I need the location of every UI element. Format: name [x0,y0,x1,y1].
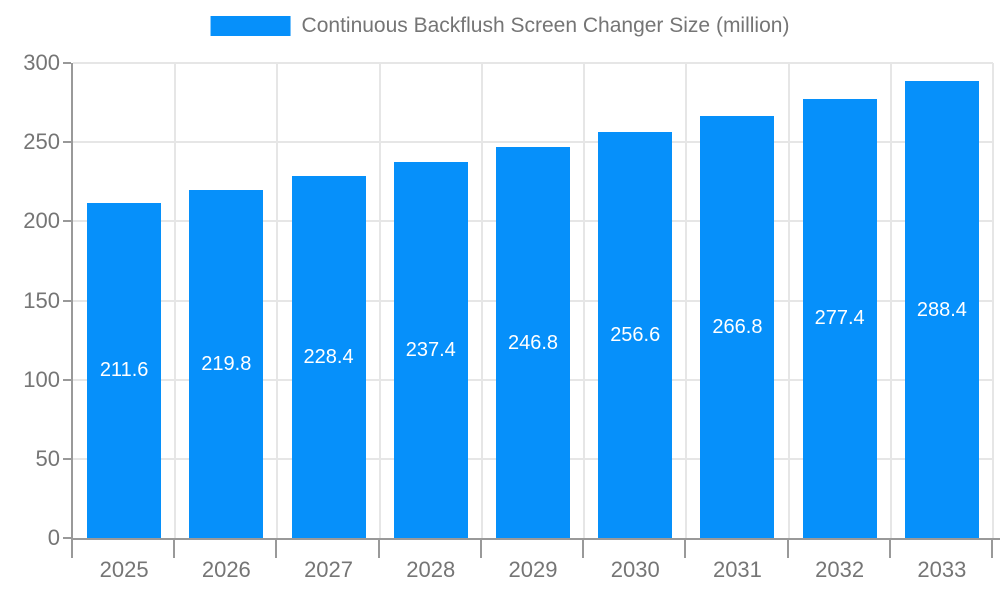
x-axis-label: 2028 [406,557,456,582]
legend-swatch-icon [210,16,291,36]
v-gridline [276,63,279,538]
v-gridline [889,63,892,538]
y-axis-tick [63,299,71,302]
x-axis-tick [991,540,993,558]
bar-2026[interactable] [189,189,264,538]
bar-value-label: 288.4 [916,298,967,321]
bar-value-label: 211.6 [99,359,149,382]
x-axis-tick [479,540,482,558]
v-gridline [685,63,688,538]
x-axis-tick [71,540,73,558]
bar-value-label: 219.8 [201,352,252,375]
y-axis-tick [63,457,71,460]
y-axis-tick [63,378,71,381]
y-axis-label: 100 [23,366,60,392]
bar-2033[interactable] [904,81,979,538]
x-axis-label: 2027 [304,557,354,582]
v-gridline [480,63,483,538]
x-axis-tick [275,540,278,558]
bar-value-label: 246.8 [507,331,559,354]
v-gridline [174,63,177,538]
x-axis-label: 2031 [712,557,762,582]
y-axis-label: 50 [35,445,60,471]
v-gridline [787,63,790,538]
y-axis-label: 150 [23,287,60,313]
x-axis-label: 2032 [815,557,865,582]
x-axis-tick [684,540,687,558]
legend-label: Continuous Backflush Screen Changer Size… [301,14,790,37]
x-axis-label: 2025 [99,557,149,582]
bar-2030[interactable] [598,131,673,538]
x-axis-tick [377,540,380,558]
bar-2032[interactable] [802,98,877,538]
v-gridline [378,63,381,538]
bar-2031[interactable] [700,115,775,538]
y-axis-label: 200 [23,208,60,234]
v-gridline [583,63,586,538]
legend[interactable]: Continuous Backflush Screen Changer Size… [210,14,790,38]
y-axis-label: 300 [23,50,60,75]
bar-2025[interactable] [87,202,162,538]
x-axis-label: 2033 [917,557,967,582]
bar-2029[interactable] [496,147,570,538]
x-axis-tick [786,540,789,558]
y-axis-tick [63,141,71,144]
y-axis-tick [63,62,71,64]
x-axis-tick [173,540,176,558]
x-axis-line [71,538,1000,540]
y-axis-line [71,63,73,540]
bar-value-label: 237.4 [405,339,456,362]
bar-value-label: 266.8 [712,315,763,338]
bar-2028[interactable] [393,162,468,538]
bar-2027[interactable] [291,176,366,538]
v-gridline [992,63,994,538]
x-axis-label: 2029 [508,557,558,582]
bar-value-label: 256.6 [610,323,661,346]
y-axis-tick [63,220,71,223]
x-axis-label: 2030 [610,557,660,582]
h-gridline [73,62,993,64]
x-axis-tick [888,540,891,558]
h-gridline [73,141,993,144]
y-axis-label: 0 [47,525,60,550]
bar-value-label: 228.4 [303,346,354,369]
y-axis-tick [63,537,71,539]
bar-value-label: 277.4 [814,307,865,330]
x-axis-label: 2026 [201,557,251,582]
y-axis-label: 250 [23,129,60,155]
x-axis-tick [582,540,585,558]
